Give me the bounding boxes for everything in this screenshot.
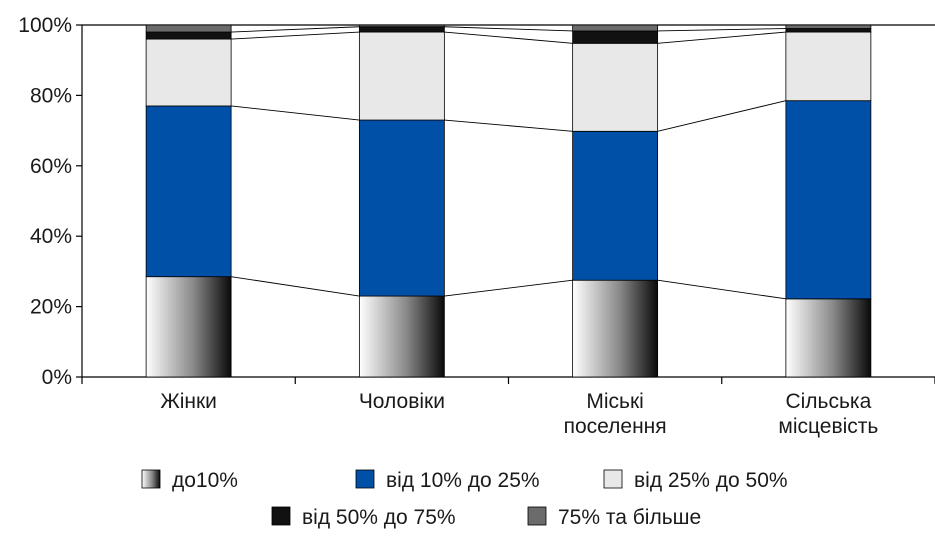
series-connector-line — [657, 31, 786, 44]
bar-segment — [145, 24, 232, 33]
bar-segment — [572, 30, 659, 44]
bar-segment — [785, 31, 872, 102]
y-tick-label: 100% — [18, 14, 72, 37]
bar-segment — [358, 295, 445, 378]
legend-swatch — [141, 469, 161, 489]
bar-segment — [145, 276, 232, 378]
bar-segment — [785, 24, 872, 29]
series-connector-line — [231, 26, 360, 33]
series-connector-line — [231, 31, 360, 40]
series-connector-line — [657, 100, 786, 132]
series-connector-line — [657, 279, 786, 300]
y-tick-label: 60% — [30, 155, 72, 178]
legend-label: від 50% до 75% — [302, 506, 456, 529]
bar-segment — [145, 38, 232, 107]
legend-label: від 10% до 25% — [386, 469, 540, 492]
category-label: Сільська місцевість — [778, 390, 878, 438]
bar-segment — [572, 279, 659, 378]
legend-label: 75% та більше — [558, 506, 701, 529]
bar-segment — [572, 130, 659, 281]
legend: до10% від 10% до 25% від 25% до 50% від 50%… — [141, 469, 788, 529]
bar-segment — [785, 298, 872, 378]
bar-segment — [572, 42, 659, 132]
category-label: Міські поселення — [564, 390, 667, 438]
series-connector-line — [657, 28, 786, 32]
y-tick-label: 0% — [42, 366, 72, 389]
bar-segment — [572, 24, 659, 32]
y-tick-label: 80% — [30, 84, 72, 107]
plot-area: 0% 20% 40% 60% 80% 100% Жінки Чоловіки Міські пос… — [18, 14, 935, 438]
bar-segment — [358, 26, 445, 33]
y-tick-label: 20% — [30, 296, 72, 319]
bar-segment — [145, 31, 232, 40]
bar-segment — [145, 105, 232, 278]
legend-label: до10% — [172, 469, 238, 492]
legend-swatch — [271, 506, 291, 526]
category-label: Жінки — [160, 390, 217, 413]
bar-segment — [785, 100, 872, 300]
series-connector-line — [231, 276, 360, 297]
legend-swatch — [527, 506, 547, 526]
series-connector-line — [231, 105, 360, 121]
y-tick-label: 40% — [30, 225, 72, 248]
bar-segment — [358, 31, 445, 121]
series-connector-line — [444, 26, 573, 32]
series-connector-line — [444, 119, 573, 132]
bar-segment — [785, 28, 872, 33]
legend-swatch — [603, 469, 623, 489]
legend-label: від 25% до 50% — [634, 469, 788, 492]
bar-segment — [358, 119, 445, 297]
bar-segment — [358, 24, 445, 28]
series-connector-line — [444, 31, 573, 44]
category-label: Чоловіки — [359, 390, 445, 413]
legend-swatch — [355, 469, 375, 489]
series-connector-line — [444, 279, 573, 297]
